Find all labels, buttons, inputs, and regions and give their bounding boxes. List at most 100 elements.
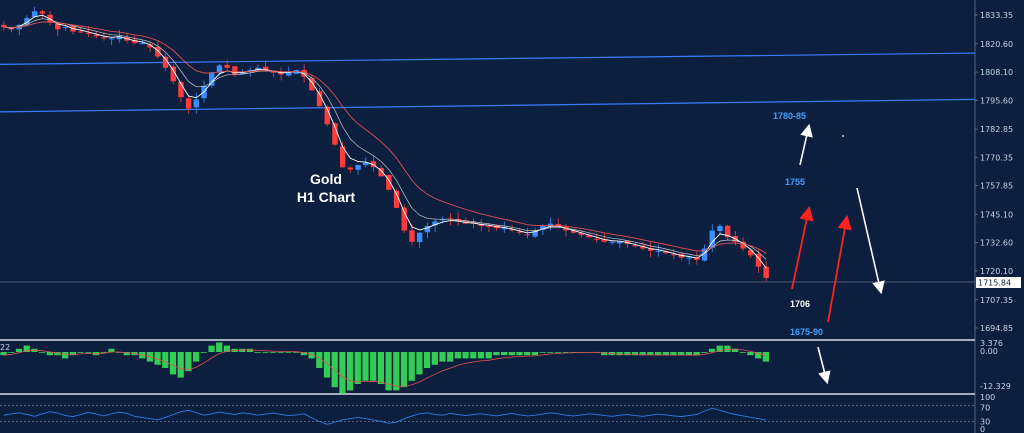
- current-price-box: [976, 277, 1021, 288]
- target-label-1780-85: 1780-85: [773, 111, 806, 121]
- trend-lines: [0, 52, 976, 113]
- macd-bar: [454, 352, 461, 359]
- arrow-down-white-1: [856, 187, 885, 295]
- candle: [424, 222, 431, 239]
- macd-bar: [177, 352, 184, 378]
- price-tick-label: 1795.60: [980, 96, 1013, 105]
- macd-bar: [408, 352, 415, 381]
- candle: [170, 63, 176, 85]
- arrow-up-white: [799, 123, 813, 166]
- moving-averages: [3, 14, 767, 269]
- candle: [624, 240, 631, 248]
- macd-bar: [424, 352, 431, 368]
- macd-bar: [762, 352, 769, 362]
- macd-bar: [724, 345, 731, 352]
- macd-bar: [223, 345, 230, 352]
- price-tick-label: 1732.60: [980, 239, 1013, 248]
- macd-bar: [39, 352, 46, 353]
- osc-tick-label: 100: [980, 393, 995, 402]
- macd-tick-label: 3.376: [980, 339, 1003, 348]
- arrow-up-red-1: [791, 205, 814, 290]
- macd-bar: [447, 352, 454, 362]
- macd-bar: [655, 352, 662, 356]
- price-tick-label: 1720.10: [980, 267, 1013, 276]
- macd-bar: [462, 352, 469, 359]
- candle: [724, 224, 731, 240]
- candle: [547, 217, 554, 231]
- macd-bar: [616, 352, 623, 356]
- macd-bar: [15, 348, 23, 352]
- macd-bar: [54, 352, 61, 356]
- trend-line-upper-trend: [0, 52, 976, 65]
- macd-bar: [531, 352, 538, 356]
- candle: [493, 224, 500, 231]
- candle: [486, 222, 492, 232]
- macd-bar: [339, 352, 346, 394]
- candle: [717, 223, 723, 235]
- macd-bar: [169, 352, 177, 375]
- macd-bar: [262, 352, 269, 353]
- macd-bar: [431, 352, 438, 365]
- price-tick-label: 1757.85: [980, 182, 1013, 191]
- macd-bar: [362, 352, 369, 381]
- candle: [748, 249, 754, 258]
- macd-bar: [631, 352, 639, 356]
- candle: [755, 248, 762, 273]
- macd-bar: [200, 352, 207, 353]
- oscillator-path: [3, 407, 767, 425]
- macd-bar: [347, 352, 354, 391]
- macd-bar: [293, 352, 300, 353]
- price-y-axis: 1833.35 1820.60 1808.10 1795.60 1782.85 1770.…: [975, 11, 1013, 333]
- candle: [578, 231, 585, 238]
- arrow-down-white-2: [817, 346, 831, 385]
- macd-bar: [662, 352, 669, 356]
- macd-bar: [216, 342, 223, 352]
- candle: [532, 227, 538, 238]
- macd-bar: [732, 348, 739, 352]
- macd-bar: [400, 352, 408, 388]
- candle: [409, 224, 415, 246]
- candle: [393, 188, 400, 209]
- macd-bar: [69, 352, 76, 356]
- macd-bar: [685, 352, 692, 356]
- candle: [108, 37, 115, 46]
- osc-tick-label: 70: [980, 404, 990, 413]
- macd-bar: [393, 352, 400, 391]
- ma-line-12: [3, 21, 767, 254]
- price-tick-label: 1745.10: [980, 210, 1013, 219]
- candle: [355, 164, 361, 175]
- candle: [209, 72, 215, 88]
- osc-tick-label: 0: [980, 425, 985, 433]
- candle: [85, 26, 92, 37]
- candle: [416, 231, 423, 249]
- macd-tick-label: -12.329: [980, 382, 1011, 391]
- candle: [31, 6, 38, 18]
- macd-bar: [708, 348, 716, 352]
- macd-bar: [485, 352, 492, 359]
- target-label-1675-90: 1675-90: [790, 327, 823, 337]
- macd-bar: [554, 352, 562, 353]
- price-tick-label: 1707.35: [980, 296, 1013, 305]
- macd-bar: [254, 352, 261, 353]
- price-tick-label: 1808.10: [980, 68, 1013, 77]
- macd-bar: [8, 352, 15, 353]
- macd-bar: [385, 352, 392, 391]
- candle: [39, 9, 46, 19]
- candle: [686, 256, 692, 265]
- macd-bar: [100, 352, 107, 353]
- macd-signal-line: [3, 348, 767, 387]
- macd-bar: [539, 352, 546, 353]
- candle: [347, 166, 354, 173]
- macd-bar: [208, 345, 215, 352]
- macd-bar: [62, 352, 69, 359]
- macd-bar: [370, 352, 377, 381]
- macd-bar: [678, 352, 685, 356]
- candle: [594, 233, 600, 243]
- candle: [601, 233, 608, 243]
- macd-bar: [547, 352, 554, 353]
- candle: [647, 242, 654, 258]
- candle: [185, 96, 192, 114]
- candle: [147, 41, 153, 53]
- macd-bar: [316, 352, 323, 368]
